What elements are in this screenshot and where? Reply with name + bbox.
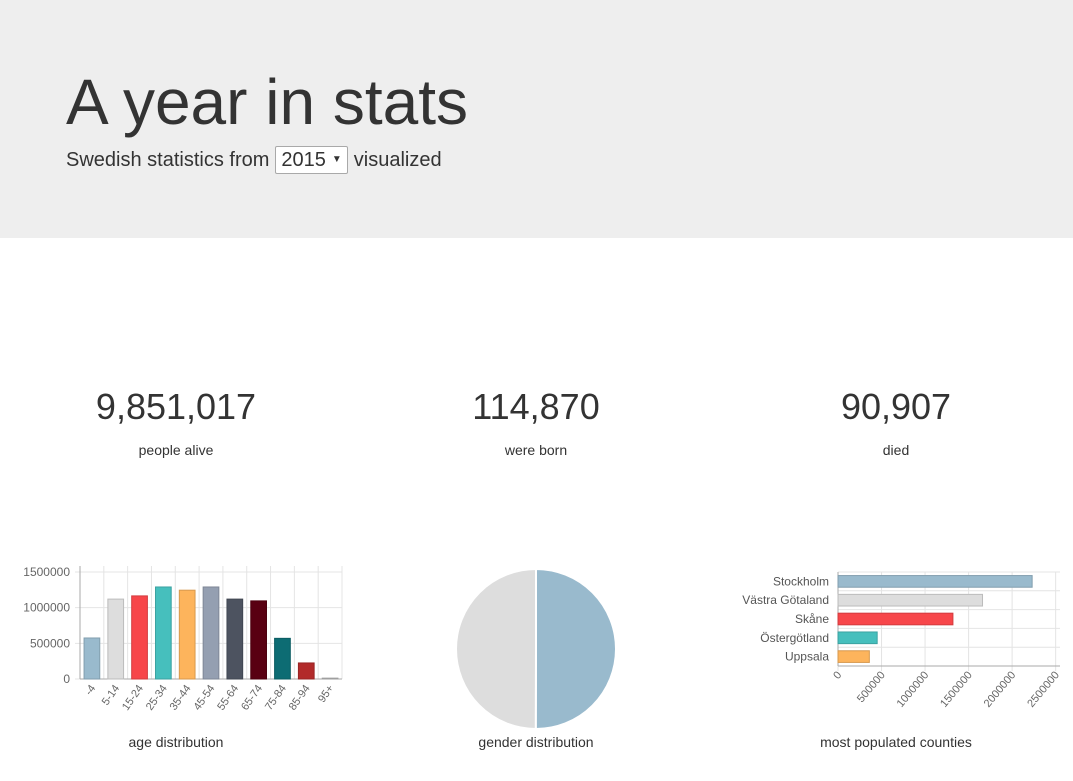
bar	[837, 650, 870, 663]
counties-caption: most populated counties	[820, 734, 972, 750]
bar	[250, 600, 267, 680]
stat-label: were born	[504, 442, 568, 458]
x-tick-label: 85-94	[287, 683, 313, 713]
x-tick-label: 1500000	[938, 669, 975, 710]
stat-died: 90,907 died	[746, 384, 1046, 460]
pie-slice	[454, 567, 537, 731]
x-tick-label: 15-24	[120, 683, 146, 713]
x-tick-label: 45-54	[191, 683, 217, 713]
stat-value: 114,870	[472, 386, 600, 427]
x-tick-label: 55-64	[215, 683, 241, 713]
x-tick-label: 75-84	[263, 683, 289, 713]
bar	[837, 575, 1033, 588]
bar	[297, 662, 315, 680]
age-distribution-caption: age distribution	[128, 734, 224, 750]
gender-distribution-caption: gender distribution	[478, 734, 594, 750]
subtitle-suffix: visualized	[353, 149, 442, 171]
x-tick-label: 25-34	[144, 683, 170, 713]
page-subtitle: Swedish statistics from 2015 ▼ visualize…	[66, 146, 442, 174]
chevron-down-icon: ▼	[331, 154, 342, 165]
page-title: A year in stats	[66, 66, 468, 138]
bar	[202, 586, 220, 680]
hero-banner: A year in stats Swedish statistics from …	[0, 0, 1073, 238]
bar	[274, 637, 291, 680]
bar	[837, 612, 954, 626]
bar	[837, 593, 984, 607]
y-tick-label: 1500000	[23, 565, 70, 579]
bar	[131, 595, 148, 680]
x-tick-label: 0	[831, 669, 844, 681]
bar	[226, 598, 244, 680]
x-tick-label: 35-44	[168, 683, 194, 713]
x-tick-label: 95+	[316, 683, 337, 705]
bar	[107, 598, 125, 680]
stat-label: died	[882, 442, 910, 458]
y-tick-label: Uppsala	[785, 650, 829, 664]
stat-were-born: 114,870 were born	[386, 384, 686, 460]
stat-value: 9,851,017	[95, 386, 257, 427]
year-select[interactable]: 2015 ▼	[275, 146, 348, 174]
y-tick-label: 0	[63, 672, 70, 686]
y-tick-label: Östergötland	[760, 631, 829, 645]
stat-people-alive: 9,851,017 people alive	[26, 384, 326, 460]
bar	[321, 677, 339, 680]
bar	[83, 637, 101, 680]
y-tick-label: Västra Götaland	[742, 593, 829, 607]
x-tick-label: 5-14	[100, 683, 122, 708]
subtitle-prefix: Swedish statistics from	[66, 149, 270, 171]
y-tick-label: 500000	[30, 636, 70, 650]
stat-label: people alive	[138, 442, 214, 458]
counties-chart: Stockholm Västra Götaland Skåne Östergötlan…	[730, 556, 1065, 726]
stat-value: 90,907	[840, 386, 952, 427]
year-select-value: 2015	[281, 149, 326, 171]
x-tick-label: 65-74	[239, 683, 265, 713]
x-tick-label: 1000000	[895, 669, 932, 710]
x-tick-label: 500000	[855, 669, 888, 705]
x-tick-label: -4	[83, 683, 98, 698]
gender-distribution-chart	[446, 556, 626, 736]
x-tick-label: 2500000	[1025, 669, 1062, 710]
y-tick-label: 1000000	[23, 601, 70, 615]
bar	[837, 631, 878, 645]
age-distribution-chart: 1500000 1000000 500000 0 -4 5-14 15-24 25-34 35-…	[10, 556, 350, 726]
x-tick-label: 2000000	[982, 669, 1019, 710]
pie-slice	[534, 567, 617, 731]
bar	[178, 589, 196, 680]
bar	[155, 586, 172, 680]
y-tick-label: Stockholm	[773, 574, 829, 588]
y-tick-label: Skåne	[795, 612, 829, 626]
